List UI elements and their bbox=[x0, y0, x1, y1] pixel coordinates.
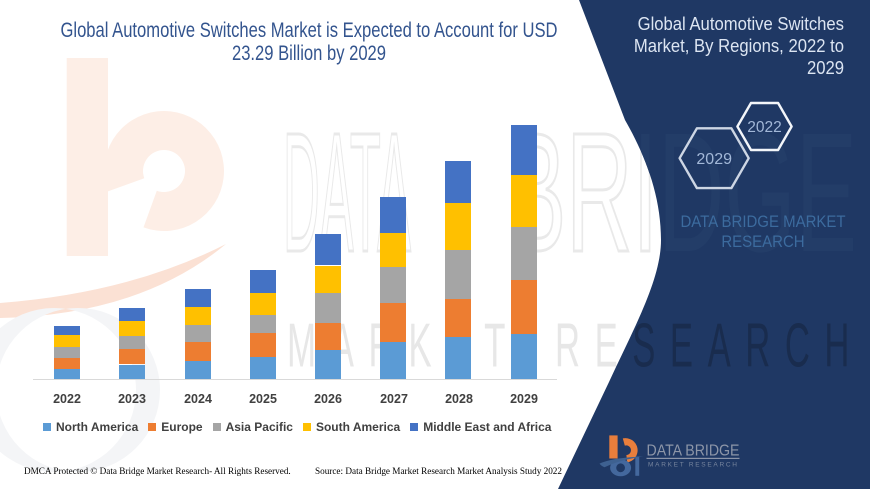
svg-text:MARKET RESEARCH: MARKET RESEARCH bbox=[648, 462, 740, 469]
svg-text:2029: 2029 bbox=[696, 151, 732, 168]
svg-text:2022: 2022 bbox=[747, 119, 781, 136]
svg-text:DATA BRIDGE: DATA BRIDGE bbox=[647, 443, 740, 460]
